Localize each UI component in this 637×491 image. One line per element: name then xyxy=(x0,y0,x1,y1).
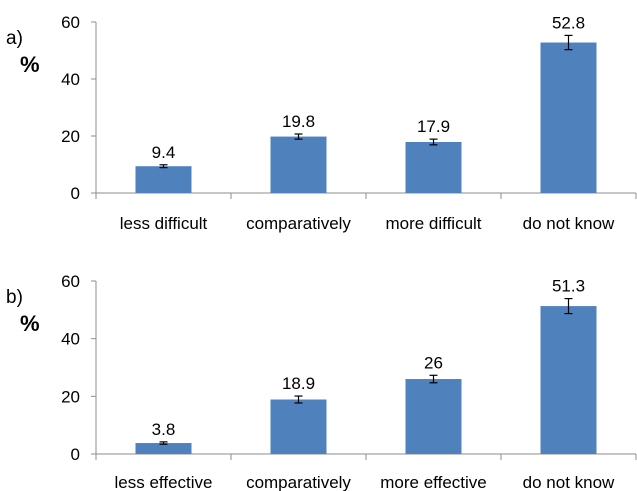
data-label: 9.4 xyxy=(152,143,176,162)
y-tick-label: 60 xyxy=(61,13,80,32)
category-label: more difficult xyxy=(385,214,481,233)
category-label: more effective xyxy=(380,473,486,491)
data-label: 17.9 xyxy=(417,117,450,136)
y-tick-label: 40 xyxy=(61,70,80,89)
bar xyxy=(270,136,327,193)
panel-label-a: a) xyxy=(6,28,23,49)
data-label: 19.8 xyxy=(282,112,315,131)
data-label: 18.9 xyxy=(282,374,315,393)
bar xyxy=(405,379,462,454)
category-label: less effective xyxy=(115,473,213,491)
category-label: comparatively xyxy=(246,473,351,491)
y-unit-label-b: % xyxy=(20,311,40,336)
bar xyxy=(270,399,327,454)
bar xyxy=(540,306,597,454)
category-label: do not know xyxy=(523,473,615,491)
y-tick-label: 0 xyxy=(71,184,80,203)
category-label: do not know xyxy=(523,214,615,233)
y-tick-label: 0 xyxy=(71,445,80,464)
bar xyxy=(405,141,462,193)
y-unit-label-a: % xyxy=(20,52,40,77)
y-tick-label: 20 xyxy=(61,387,80,406)
category-label: comparatively xyxy=(246,214,351,233)
y-tick-label: 40 xyxy=(61,330,80,349)
data-label: 3.8 xyxy=(152,420,176,439)
bar xyxy=(135,166,192,193)
data-label: 26 xyxy=(424,353,443,372)
y-tick-label: 60 xyxy=(61,272,80,291)
bar xyxy=(540,42,597,193)
data-label: 52.8 xyxy=(552,13,585,32)
y-tick-label: 20 xyxy=(61,127,80,146)
data-label: 51.3 xyxy=(552,277,585,296)
chart-panel-b: b) % 0 20 40 60 3.8 less effective 18.9 compara… xyxy=(6,272,637,491)
category-label: less difficult xyxy=(120,214,208,233)
bar xyxy=(135,443,192,454)
panel-label-b: b) xyxy=(6,287,23,308)
chart-panel-a: a) % 0 20 40 60 9.4 less difficult 19.8 compara… xyxy=(6,13,637,233)
